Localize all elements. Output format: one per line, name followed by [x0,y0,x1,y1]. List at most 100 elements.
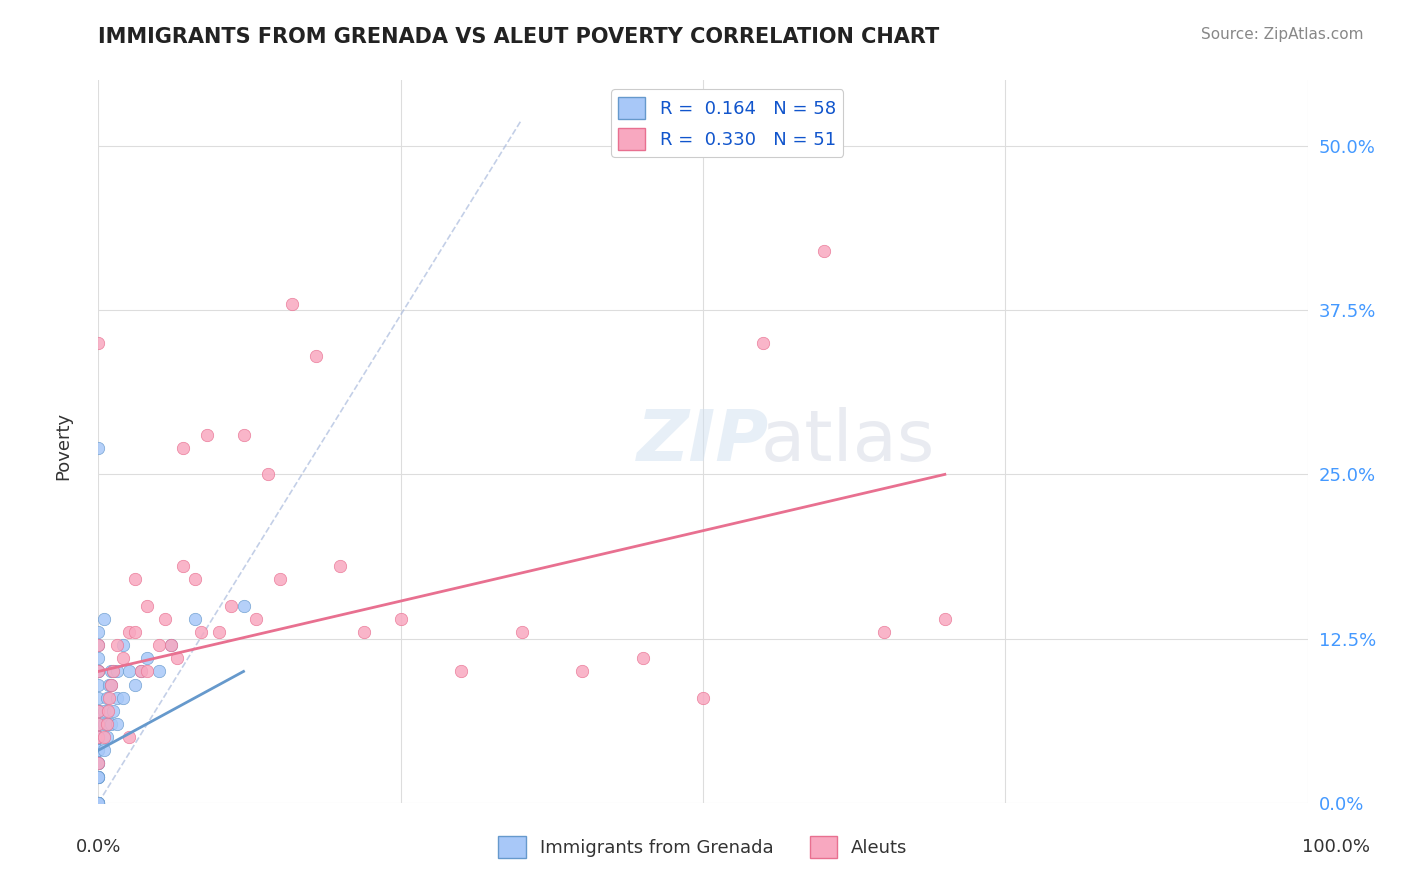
Point [111,651,134,665]
Point [195,428,218,442]
Point [510,625,533,640]
Point [245,612,267,626]
Point [160,638,183,652]
Point [87,756,110,771]
Point [87,756,110,771]
Point [329,559,352,574]
Point [87,665,110,679]
Point [87,730,110,744]
Point [87,665,110,679]
Point [118,730,141,744]
Point [100,677,122,691]
Point [232,599,254,613]
Text: ZIP: ZIP [637,407,769,476]
Point [93,612,115,626]
Point [87,730,110,744]
Point [208,625,231,640]
Point [97,704,120,718]
Point [87,690,110,705]
Point [101,704,124,718]
Point [87,730,110,744]
Point [184,573,207,587]
Point [692,690,714,705]
Point [111,638,134,652]
Point [135,599,157,613]
Point [172,441,194,455]
Point [148,638,170,652]
Point [100,665,122,679]
Point [256,467,278,482]
Point [87,770,110,784]
Point [87,704,110,718]
Point [172,559,194,574]
Point [98,690,121,705]
Point [87,638,110,652]
Point [87,756,110,771]
Point [813,244,835,258]
Point [87,770,110,784]
Point [631,651,654,665]
Point [100,717,122,731]
Point [87,704,110,718]
Point [450,665,472,679]
Point [101,665,124,679]
Point [87,743,110,757]
Point [873,625,896,640]
Point [93,717,115,731]
Point [124,677,146,691]
Point [96,730,118,744]
Point [281,296,304,310]
Text: IMMIGRANTS FROM GRENADA VS ALEUT POVERTY CORRELATION CHART: IMMIGRANTS FROM GRENADA VS ALEUT POVERTY… [98,27,939,46]
Point [87,717,110,731]
Text: 100.0%: 100.0% [1302,838,1369,856]
Point [93,704,115,718]
Point [87,743,110,757]
Point [87,441,110,455]
Point [87,796,110,810]
Point [100,677,122,691]
Point [129,665,152,679]
Point [87,770,110,784]
Point [97,717,120,731]
Point [87,756,110,771]
Point [269,573,291,587]
Point [93,730,115,744]
Point [87,704,110,718]
Point [105,665,128,679]
Point [87,704,110,718]
Point [101,665,124,679]
Point [87,796,110,810]
Point [87,796,110,810]
Point [160,638,183,652]
Point [934,612,956,626]
Point [87,717,110,731]
Point [87,796,110,810]
Point [571,665,593,679]
Point [118,625,141,640]
Point [87,770,110,784]
Point [305,349,328,363]
Text: Poverty: Poverty [55,412,72,480]
Point [105,690,128,705]
Text: 0.0%: 0.0% [76,838,121,856]
Point [98,677,121,691]
Point [87,638,110,652]
Point [96,717,118,731]
Point [87,730,110,744]
Point [93,743,115,757]
Point [118,665,141,679]
Point [87,717,110,731]
Text: atlas: atlas [761,407,935,476]
Point [87,796,110,810]
Legend: R =  0.164   N = 58, R =  0.330   N = 51: R = 0.164 N = 58, R = 0.330 N = 51 [612,89,844,157]
Point [87,677,110,691]
Point [389,612,412,626]
Point [105,638,128,652]
Point [353,625,375,640]
Point [124,625,146,640]
Point [87,665,110,679]
Point [87,796,110,810]
Point [129,665,152,679]
Point [87,665,110,679]
Point [105,717,128,731]
